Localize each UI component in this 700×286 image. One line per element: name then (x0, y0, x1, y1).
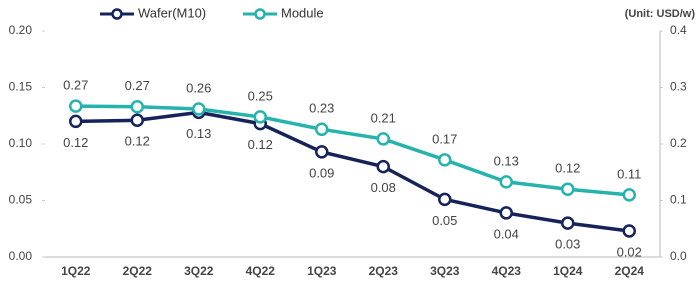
point-marker (69, 114, 83, 129)
point-marker (315, 145, 329, 159)
y-tick-label: 0.15 (9, 80, 33, 94)
point-marker (622, 188, 636, 202)
data-label: 0.09 (309, 165, 334, 180)
x-tick-label: 2Q22 (123, 264, 153, 278)
x-tick-label: 2Q23 (369, 264, 399, 278)
data-label: 0.08 (371, 180, 396, 195)
point-marker (130, 113, 144, 128)
x-tick-label: 3Q23 (430, 264, 460, 278)
y-tick-label: 0.10 (9, 136, 33, 150)
y2-tick-label: 0.2 (670, 136, 687, 150)
data-label: 0.12 (63, 135, 88, 150)
point-marker (438, 192, 452, 207)
x-tick-label: 1Q22 (61, 264, 91, 278)
series-line (75, 104, 630, 197)
data-label: 0.04 (494, 226, 519, 241)
legend-marker (254, 8, 266, 20)
y-tick-label: 0.00 (9, 249, 33, 263)
data-label: 0.13 (186, 126, 211, 141)
data-label: 0.12 (555, 161, 580, 176)
point-marker (499, 206, 513, 220)
x-tick-label: 4Q23 (492, 264, 522, 278)
x-tick-label: 1Q23 (307, 264, 337, 278)
data-label: 0.05 (432, 213, 457, 228)
point-marker (499, 175, 513, 189)
data-label: 0.26 (186, 80, 211, 95)
point-marker (253, 110, 267, 124)
y2-tick-label: 0.3 (670, 80, 687, 94)
y2-tick-label: 0.4 (670, 23, 687, 37)
data-label: 0.03 (555, 237, 580, 252)
x-tick-label: 1Q24 (553, 264, 583, 278)
data-label: 0.23 (309, 101, 334, 116)
data-label: 0.27 (125, 78, 150, 93)
point-marker (561, 182, 575, 196)
data-label: 0.12 (248, 137, 273, 152)
data-label: 0.25 (248, 88, 273, 103)
x-tick-label: 4Q22 (246, 264, 276, 278)
data-label: 0.11 (617, 166, 641, 181)
data-label: 0.13 (494, 153, 519, 168)
series-line (75, 110, 630, 233)
point-marker (438, 153, 452, 167)
legend-marker (111, 8, 123, 20)
point-marker (192, 102, 206, 116)
point-marker (376, 132, 390, 146)
y2-tick-label: 0.1 (670, 193, 687, 207)
y2-tick-label: 0.0 (670, 249, 687, 263)
data-label: 0.21 (371, 110, 396, 125)
point-marker (315, 122, 329, 137)
point-marker (622, 224, 636, 238)
point-marker (376, 159, 390, 174)
data-label: 0.17 (432, 131, 457, 146)
data-label: 0.12 (125, 134, 150, 149)
point-marker (69, 99, 83, 113)
data-label: 0.02 (617, 244, 642, 259)
x-tick-label: 2Q24 (615, 264, 645, 278)
point-marker (561, 216, 575, 230)
y-tick-label: 0.05 (9, 193, 33, 207)
point-marker (130, 99, 144, 114)
legend-label: Wafer(M10) (138, 5, 206, 20)
x-tick-label: 3Q22 (184, 264, 214, 278)
y-tick-label: 0.20 (9, 23, 33, 37)
unit-annotation: (Unit: USD/w) (625, 8, 696, 20)
data-label: 0.27 (63, 78, 88, 93)
legend-label: Module (281, 5, 324, 20)
